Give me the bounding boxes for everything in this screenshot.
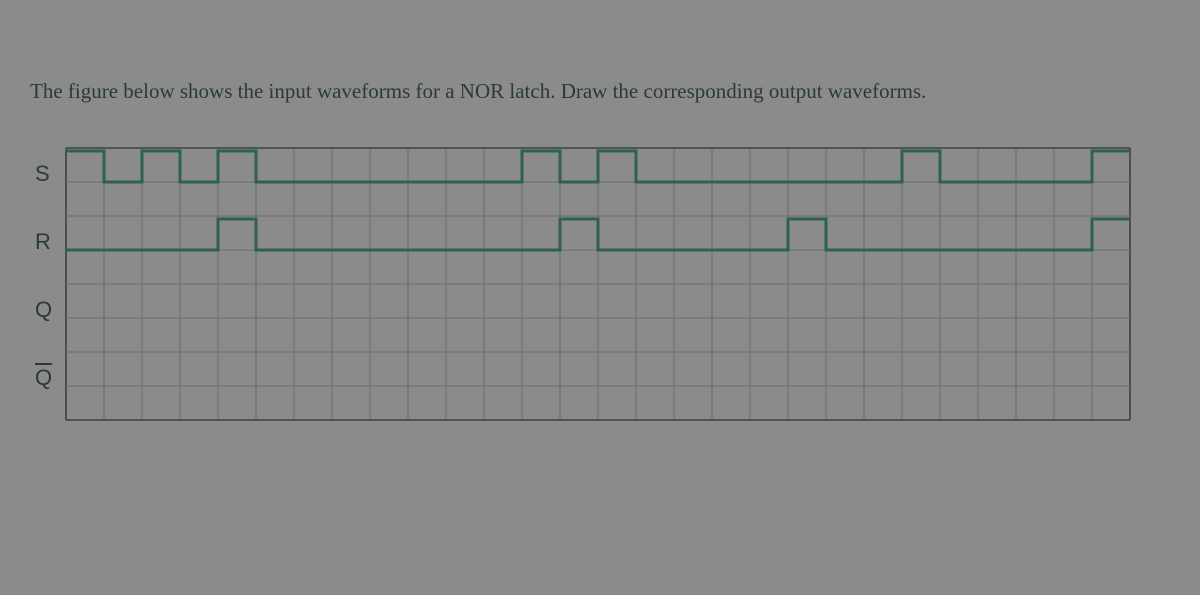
signal-label: R xyxy=(35,229,51,255)
question-text: The figure below shows the input wavefor… xyxy=(30,70,1170,112)
signal-label: S xyxy=(35,161,50,187)
timing-diagram: SRQQ xyxy=(65,147,1170,421)
signal-label: Q xyxy=(35,297,52,323)
timing-grid-svg xyxy=(65,147,1131,421)
signal-label: Q xyxy=(35,365,52,391)
